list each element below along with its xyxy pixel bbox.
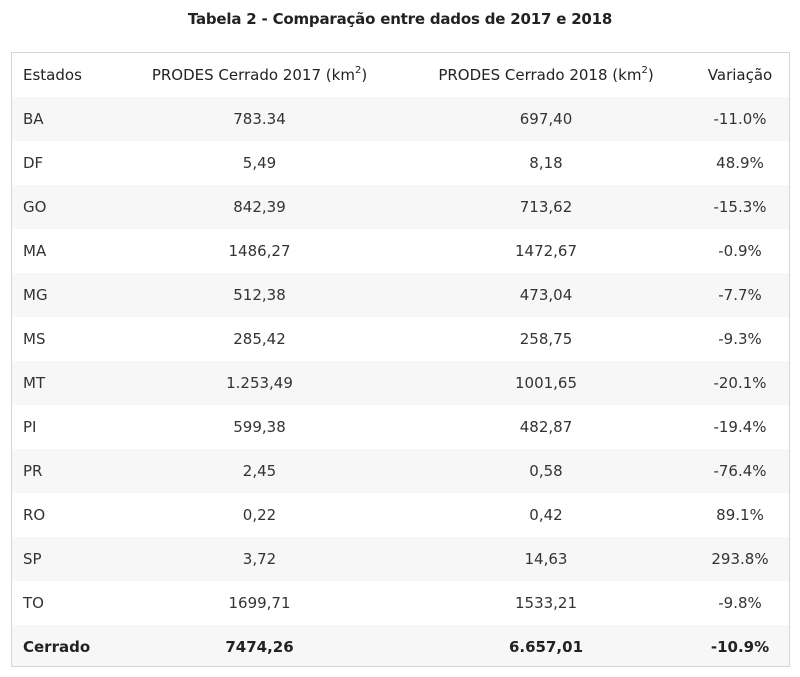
- cell-2017: 5,49: [242, 154, 277, 172]
- header-prodes-2017-superscript: 2: [354, 65, 362, 76]
- cell-2018: 0,58: [529, 462, 563, 480]
- data-table-container: Estados PRODES Cerrado 2017 (km2) PRODES…: [11, 52, 790, 667]
- cell-2018: 482,87: [519, 418, 573, 436]
- cell-2017: 783.34: [233, 110, 286, 128]
- cell-state: PI: [23, 418, 37, 436]
- table-caption: Tabela 2 - Comparação entre dados de 201…: [187, 10, 613, 28]
- table-row: TO 1699,71 1533,21 -9.8%: [12, 581, 789, 625]
- total-2018: 6.657,01: [508, 638, 584, 656]
- header-prodes-2017-close: ): [361, 66, 368, 84]
- cell-2018: 713,62: [519, 198, 573, 216]
- cell-state: SP: [23, 550, 42, 568]
- cell-2017: 842,39: [233, 198, 286, 216]
- cell-state: TO: [23, 594, 44, 612]
- cell-variation: -11.0%: [713, 110, 767, 128]
- header-prodes-2017: PRODES Cerrado 2017 (km2): [116, 53, 403, 97]
- cell-state: MT: [23, 374, 46, 392]
- header-prodes-2018: PRODES Cerrado 2018 (km2): [403, 53, 689, 97]
- total-2017: 7474,26: [225, 638, 294, 656]
- cell-state: MA: [23, 242, 47, 260]
- cell-2018: 258,75: [519, 330, 573, 348]
- cell-variation: -0.9%: [718, 242, 762, 260]
- cell-state: MS: [23, 330, 46, 348]
- cell-variation: 89.1%: [716, 506, 764, 524]
- cell-variation: -20.1%: [713, 374, 767, 392]
- cell-2018: 14,63: [524, 550, 568, 568]
- header-prodes-2018-close: ): [647, 66, 654, 84]
- cell-state: PR: [23, 462, 43, 480]
- cell-2018: 0,42: [529, 506, 563, 524]
- comparison-table: Estados PRODES Cerrado 2017 (km2) PRODES…: [12, 53, 789, 666]
- header-prodes-2018-text: PRODES Cerrado 2018 (km: [438, 66, 642, 84]
- table-header-row: Estados PRODES Cerrado 2017 (km2) PRODES…: [12, 53, 789, 97]
- cell-2017: 0,22: [242, 506, 277, 524]
- header-variation: Variação: [707, 66, 773, 84]
- cell-state: GO: [23, 198, 47, 216]
- header-prodes-2017-text: PRODES Cerrado 2017 (km: [151, 66, 355, 84]
- total-variation: -10.9%: [710, 638, 770, 656]
- cell-2017: 285,42: [233, 330, 286, 348]
- cell-2017: 599,38: [233, 418, 286, 436]
- table-row: PR 2,45 0,58 -76.4%: [12, 449, 789, 493]
- table-row: SP 3,72 14,63 293.8%: [12, 537, 789, 581]
- cell-variation: -76.4%: [713, 462, 767, 480]
- cell-variation: -9.3%: [718, 330, 762, 348]
- table-total-row: Cerrado 7474,26 6.657,01 -10.9%: [12, 625, 789, 666]
- cell-variation: 293.8%: [711, 550, 769, 568]
- table-row: MA 1486,27 1472,67 -0.9%: [12, 229, 789, 273]
- cell-state: BA: [23, 110, 44, 128]
- table-row: MS 285,42 258,75 -9.3%: [12, 317, 789, 361]
- cell-2017: 1.253,49: [226, 374, 293, 392]
- cell-variation: -9.8%: [718, 594, 762, 612]
- cell-2017: 512,38: [233, 286, 286, 304]
- cell-2017: 2,45: [242, 462, 277, 480]
- table-row: BA 783.34 697,40 -11.0%: [12, 97, 789, 141]
- header-states: Estados: [23, 66, 82, 84]
- cell-2017: 1699,71: [228, 594, 291, 612]
- cell-2017: 3,72: [242, 550, 277, 568]
- cell-variation: 48.9%: [716, 154, 764, 172]
- table-row: MT 1.253,49 1001,65 -20.1%: [12, 361, 789, 405]
- cell-variation: -19.4%: [713, 418, 767, 436]
- cell-2017: 1486,27: [228, 242, 291, 260]
- cell-state: MG: [23, 286, 48, 304]
- cell-2018: 473,04: [519, 286, 573, 304]
- cell-variation: -7.7%: [718, 286, 762, 304]
- cell-2018: 1001,65: [514, 374, 578, 392]
- cell-variation: -15.3%: [713, 198, 767, 216]
- total-label: Cerrado: [23, 638, 91, 656]
- cell-2018: 1472,67: [514, 242, 578, 260]
- header-prodes-2018-superscript: 2: [641, 65, 648, 76]
- cell-2018: 1533,21: [514, 594, 578, 612]
- table-row: DF 5,49 8,18 48.9%: [12, 141, 789, 185]
- table-row: GO 842,39 713,62 -15.3%: [12, 185, 789, 229]
- table-row: PI 599,38 482,87 -19.4%: [12, 405, 789, 449]
- cell-2018: 8,18: [529, 154, 563, 172]
- table-row: MG 512,38 473,04 -7.7%: [12, 273, 789, 317]
- cell-state: RO: [23, 506, 46, 524]
- table-row: RO 0,22 0,42 89.1%: [12, 493, 789, 537]
- cell-state: DF: [23, 154, 44, 172]
- cell-2018: 697,40: [519, 110, 573, 128]
